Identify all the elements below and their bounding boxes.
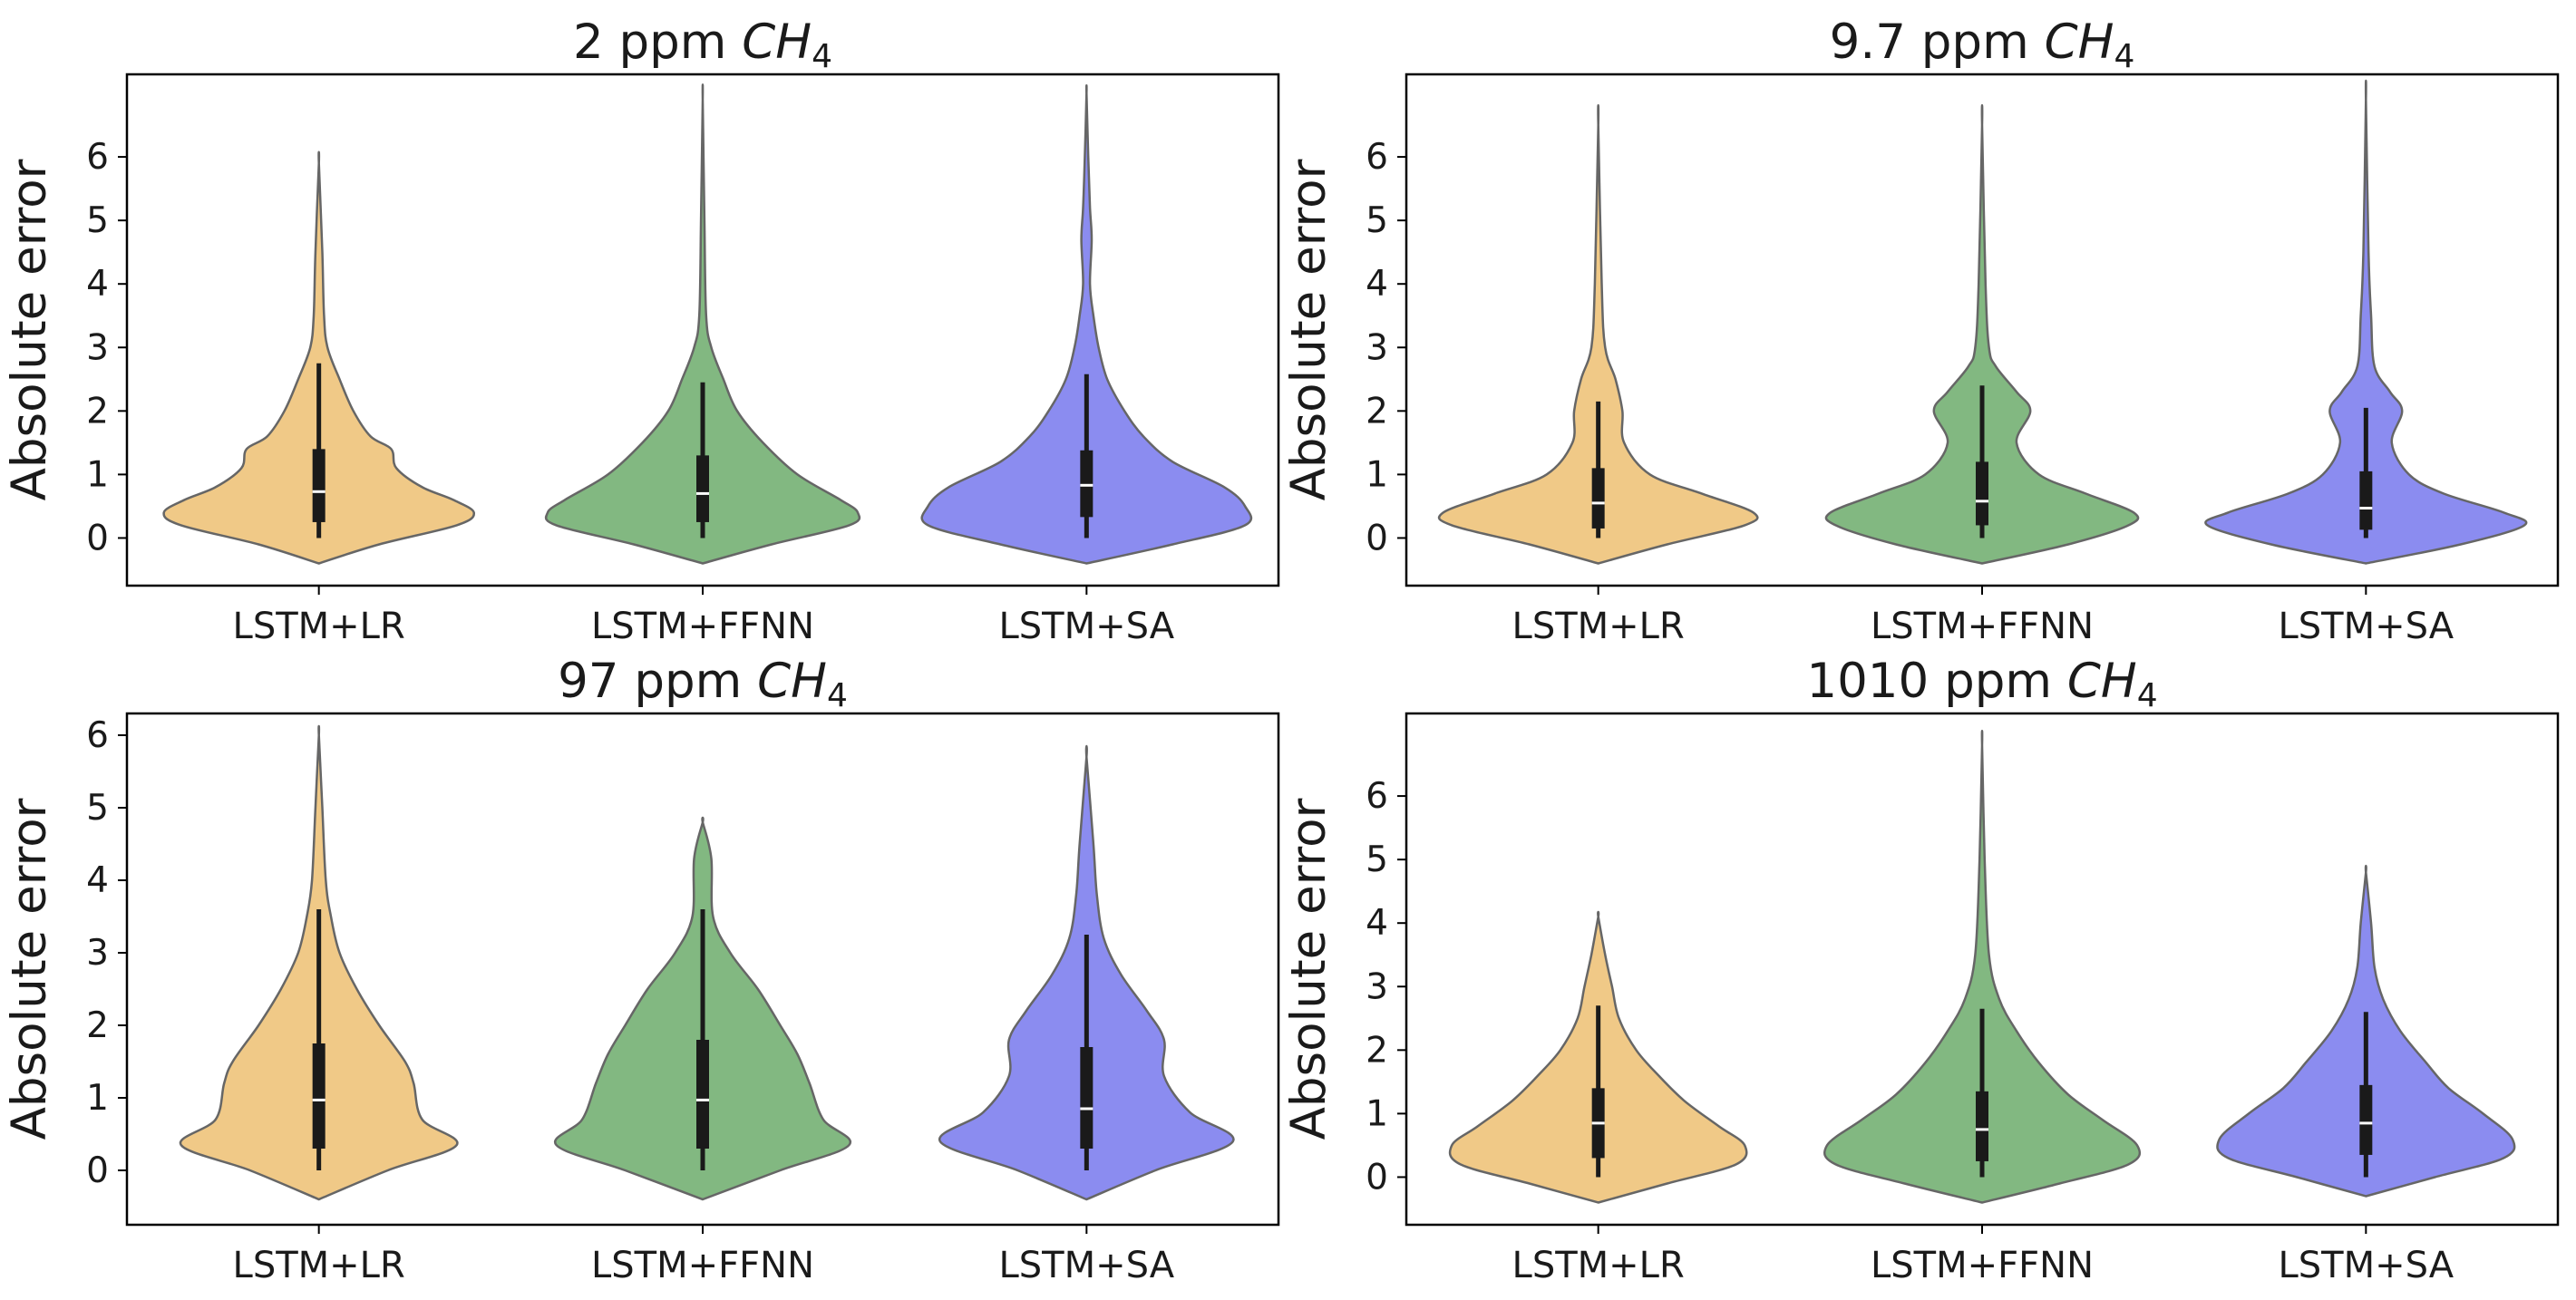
y-tick-label: 0 <box>1366 1157 1388 1198</box>
y-tick-label: 2 <box>86 391 109 432</box>
chart-title: 9.7 ppm CH4 <box>1830 15 2135 75</box>
violin-body <box>544 83 861 565</box>
y-tick-label: 1 <box>1366 454 1388 495</box>
chart-title: 97 ppm CH4 <box>558 654 848 714</box>
iqr-box <box>1080 1047 1094 1149</box>
y-tick-label: 0 <box>86 1150 109 1191</box>
chart-panel-1: 0 1 2 3 4 5 6 LSTM+LR LSTM+FFNN LSTM+SA Absolute e… <box>2 15 1280 647</box>
y-tick-label: 0 <box>1366 518 1388 558</box>
violin-lstm-ffnn <box>553 816 852 1201</box>
iqr-box <box>2359 471 2373 530</box>
y-tick-label: 4 <box>86 860 109 901</box>
x-tick-label: LSTM+LR <box>1512 606 1685 647</box>
violin-lstm-ffnn <box>544 83 861 565</box>
x-tick-label: LSTM+FFNN <box>1871 1245 2094 1286</box>
violin-lstm-lr <box>162 150 476 565</box>
y-axis-label: Absolute error <box>1281 159 1337 500</box>
y-axis-label: Absolute error <box>1281 798 1337 1140</box>
y-axis-label: Absolute error <box>2 159 57 500</box>
y-tick-label: 3 <box>1366 966 1388 1007</box>
iqr-box <box>2359 1084 2373 1155</box>
y-tick-label: 6 <box>86 137 109 178</box>
violin-lstm-sa <box>920 83 1253 565</box>
y-tick-label: 2 <box>1366 1030 1388 1071</box>
y-tick-label: 5 <box>86 200 109 241</box>
violin-body <box>920 83 1253 565</box>
x-tick-label: LSTM+FFNN <box>1871 606 2094 647</box>
iqr-box <box>312 1043 326 1149</box>
y-tick-label: 6 <box>86 715 109 756</box>
y-tick-label: 3 <box>86 933 109 974</box>
y-tick-label: 5 <box>86 788 109 829</box>
y-tick-label: 1 <box>1366 1093 1388 1134</box>
y-tick-label: 0 <box>86 518 109 558</box>
chart-panel-3: 0 1 2 3 4 5 6 LSTM+LR LSTM+FFNN LSTM+SA Absolute e… <box>2 654 1280 1286</box>
y-tick-label: 3 <box>1366 327 1388 368</box>
x-tick-label: LSTM+SA <box>2279 1245 2454 1286</box>
iqr-box <box>1591 468 1605 529</box>
chart-panel-2: 0 1 2 3 4 5 6 LSTM+LR LSTM+FFNN LSTM+SA Absolute e… <box>1281 15 2560 647</box>
x-tick-label: LSTM+LR <box>233 1245 405 1286</box>
x-tick-label: LSTM+FFNN <box>591 1245 814 1286</box>
x-tick-label: LSTM+LR <box>1512 1245 1685 1286</box>
y-tick-label: 6 <box>1366 776 1388 817</box>
violin-lstm-lr <box>179 724 459 1201</box>
y-tick-label: 4 <box>86 264 109 305</box>
y-tick-label: 6 <box>1366 137 1388 178</box>
y-tick-label: 4 <box>1366 903 1388 944</box>
violin-body <box>2204 79 2528 565</box>
violin-body <box>1824 103 2140 565</box>
iqr-box <box>1976 461 1988 526</box>
x-tick-label: LSTM+LR <box>233 606 405 647</box>
iqr-box <box>1080 450 1094 518</box>
x-tick-label: LSTM+FFNN <box>591 606 814 647</box>
y-tick-label: 1 <box>86 454 109 495</box>
y-tick-label: 1 <box>86 1078 109 1119</box>
violin-body <box>162 150 476 565</box>
y-tick-label: 4 <box>1366 264 1388 305</box>
violin-lstm-sa <box>2204 79 2528 565</box>
iqr-box <box>1976 1091 1988 1161</box>
x-tick-label: LSTM+SA <box>999 1245 1175 1286</box>
chart-title: 2 ppm CH4 <box>573 15 832 75</box>
violin-lstm-sa <box>938 744 1235 1201</box>
violin-lstm-ffnn <box>1823 730 2142 1204</box>
y-tick-label: 3 <box>86 327 109 368</box>
iqr-box <box>312 449 326 522</box>
violin-lstm-lr <box>1437 103 1759 565</box>
violin-lstm-sa <box>2216 864 2516 1198</box>
violin-body <box>1823 730 2142 1204</box>
violin-body <box>1437 103 1759 565</box>
x-tick-label: LSTM+SA <box>999 606 1175 647</box>
iqr-box <box>696 455 709 522</box>
x-tick-label: LSTM+SA <box>2279 606 2454 647</box>
chart-panel-4: 0 1 2 3 4 5 6 LSTM+LR LSTM+FFNN LSTM+SA Absolute e… <box>1281 654 2560 1286</box>
violin-lstm-ffnn <box>1824 103 2140 565</box>
y-tick-label: 5 <box>1366 200 1388 241</box>
chart-title: 1010 ppm CH4 <box>1806 654 2157 714</box>
y-tick-label: 5 <box>1366 839 1388 880</box>
y-tick-label: 2 <box>86 1005 109 1046</box>
y-axis-label: Absolute error <box>2 798 57 1140</box>
iqr-box <box>696 1040 709 1149</box>
y-tick-label: 2 <box>1366 391 1388 432</box>
violin-lstm-lr <box>1448 910 1748 1204</box>
